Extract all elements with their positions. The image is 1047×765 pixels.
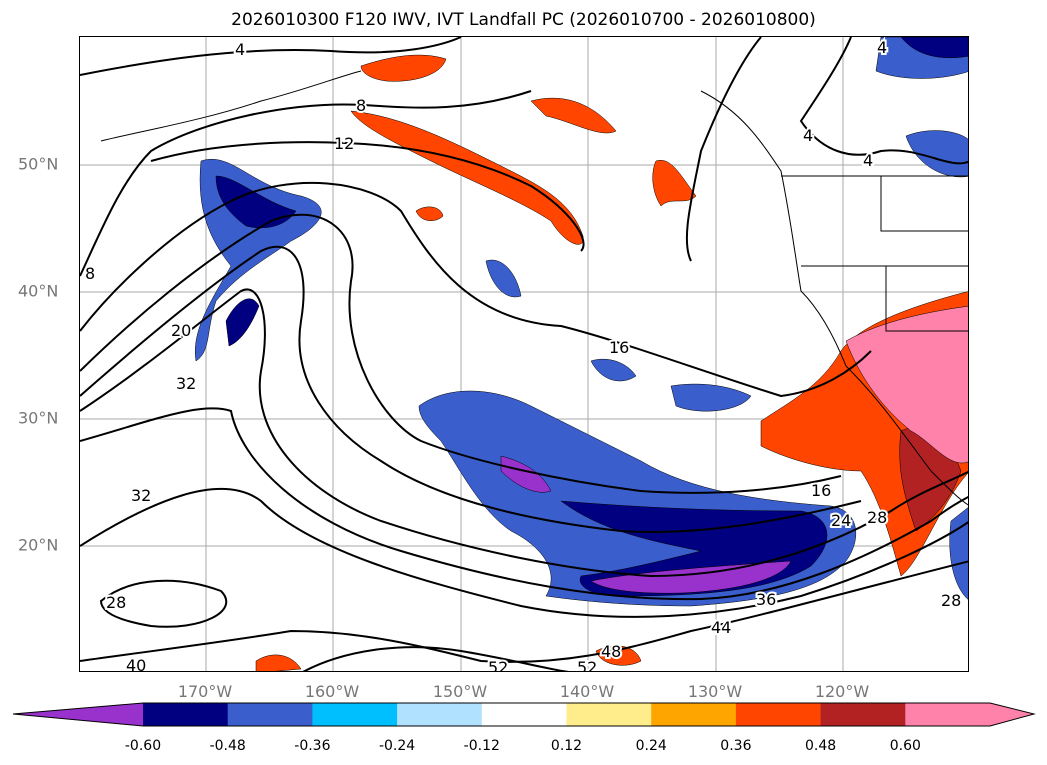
contour-label: 12 xyxy=(334,134,354,153)
map-svg: 4 8 12 16 20 32 32 28 40 52 52 48 44 36 … xyxy=(80,37,968,672)
colorbar-tick-label: -0.24 xyxy=(378,738,416,754)
contour-label: 8 xyxy=(85,264,95,283)
coastlines xyxy=(100,70,968,506)
lat-label: 30°N xyxy=(18,408,59,428)
negative-blob-ne2 xyxy=(905,130,968,178)
lon-label: 170°W xyxy=(177,682,233,701)
contour-label: 20 xyxy=(171,321,191,340)
positive-blob-bc xyxy=(530,97,617,134)
positive-blob-alaska xyxy=(360,54,447,82)
contour-label: 8 xyxy=(356,96,366,115)
positive-blob-south xyxy=(595,645,642,666)
lon-label: 150°W xyxy=(432,682,488,701)
colorbar-tick-label: 0.60 xyxy=(889,738,921,754)
contour-label: 40 xyxy=(126,656,146,672)
positive-region-pink xyxy=(845,306,968,464)
colorbar-segment xyxy=(905,703,1034,726)
colorbar xyxy=(12,702,1036,727)
lat-label: 50°N xyxy=(18,154,59,174)
colorbar-tick-label: -0.48 xyxy=(209,738,246,754)
contour-label: 4 xyxy=(877,38,887,57)
colorbar-segment xyxy=(13,703,143,726)
contour-label: 36 xyxy=(756,590,776,609)
colorbar-outline xyxy=(12,702,1036,727)
ivt-positive-shading xyxy=(255,54,968,671)
contour-label: 4 xyxy=(803,126,813,145)
map-panel: 4 8 12 16 20 32 32 28 40 52 52 48 44 36 … xyxy=(79,36,969,672)
colorbar-segment xyxy=(735,703,822,726)
colorbar-tick-label: -0.36 xyxy=(294,738,331,754)
negative-purple-2 xyxy=(500,455,552,493)
contour-labels: 4 8 12 16 20 32 32 28 40 52 52 48 44 36 … xyxy=(83,37,963,672)
contour-label: 28 xyxy=(867,508,887,527)
contour-label: 32 xyxy=(131,486,151,505)
lat-label: 20°N xyxy=(18,535,59,555)
negative-blob-se xyxy=(949,507,968,600)
contour-label: 24 xyxy=(831,511,851,530)
colorbar-segment xyxy=(481,703,567,726)
contour-label: 16 xyxy=(609,338,629,357)
colorbar-tick-label: 0.48 xyxy=(805,738,837,754)
lat-label: 40°N xyxy=(18,281,59,301)
contour-label: 28 xyxy=(106,593,126,612)
colorbar-segment xyxy=(227,703,313,726)
contour-label: 4 xyxy=(235,40,245,59)
negative-blob-mid2 xyxy=(590,358,637,382)
colorbar-segment xyxy=(143,703,229,726)
positive-blob-offshore xyxy=(652,160,697,207)
contour-label: 32 xyxy=(176,374,196,393)
contour-label: 16 xyxy=(811,481,831,500)
contour-label: 52 xyxy=(488,658,508,672)
colorbar-tick-label: 0.36 xyxy=(720,738,752,754)
contour-label: 48 xyxy=(601,642,621,661)
contour-label: 4 xyxy=(863,151,873,170)
iwv-contours xyxy=(80,37,968,671)
colorbar-segment xyxy=(566,703,652,726)
positive-blob-sw xyxy=(255,654,302,671)
colorbar-segment xyxy=(397,703,483,726)
colorbar-segment xyxy=(651,703,737,726)
grid-lines xyxy=(80,37,968,671)
negative-purple-subtropical xyxy=(590,560,792,594)
colorbar-tick-label: 0.24 xyxy=(635,738,667,754)
colorbar-tick-label: 0.12 xyxy=(550,738,583,754)
positive-band-gulf-alaska xyxy=(350,110,584,245)
colorbar-segment xyxy=(312,703,398,726)
lon-label: 120°W xyxy=(814,682,870,701)
negative-core-west2 xyxy=(225,298,260,347)
negative-blob-north xyxy=(485,259,522,298)
chart-title: 2026010300 F120 IWV, IVT Landfall PC (20… xyxy=(231,10,816,30)
lon-label: 140°W xyxy=(559,682,615,701)
lon-label: 130°W xyxy=(687,682,743,701)
negative-core-ne xyxy=(900,37,968,59)
contour-label: 28 xyxy=(941,591,961,610)
colorbar-tick-label: -0.60 xyxy=(124,738,162,754)
contour-label: 44 xyxy=(711,618,731,637)
ivt-negative-shading xyxy=(194,37,968,607)
contour-label: 52 xyxy=(577,658,597,672)
colorbar-segment xyxy=(820,703,906,726)
colorbar-tick-label: -0.12 xyxy=(463,738,500,754)
negative-blob-mid xyxy=(670,383,752,412)
lon-label: 160°W xyxy=(304,682,360,701)
positive-blob-small xyxy=(415,206,444,221)
